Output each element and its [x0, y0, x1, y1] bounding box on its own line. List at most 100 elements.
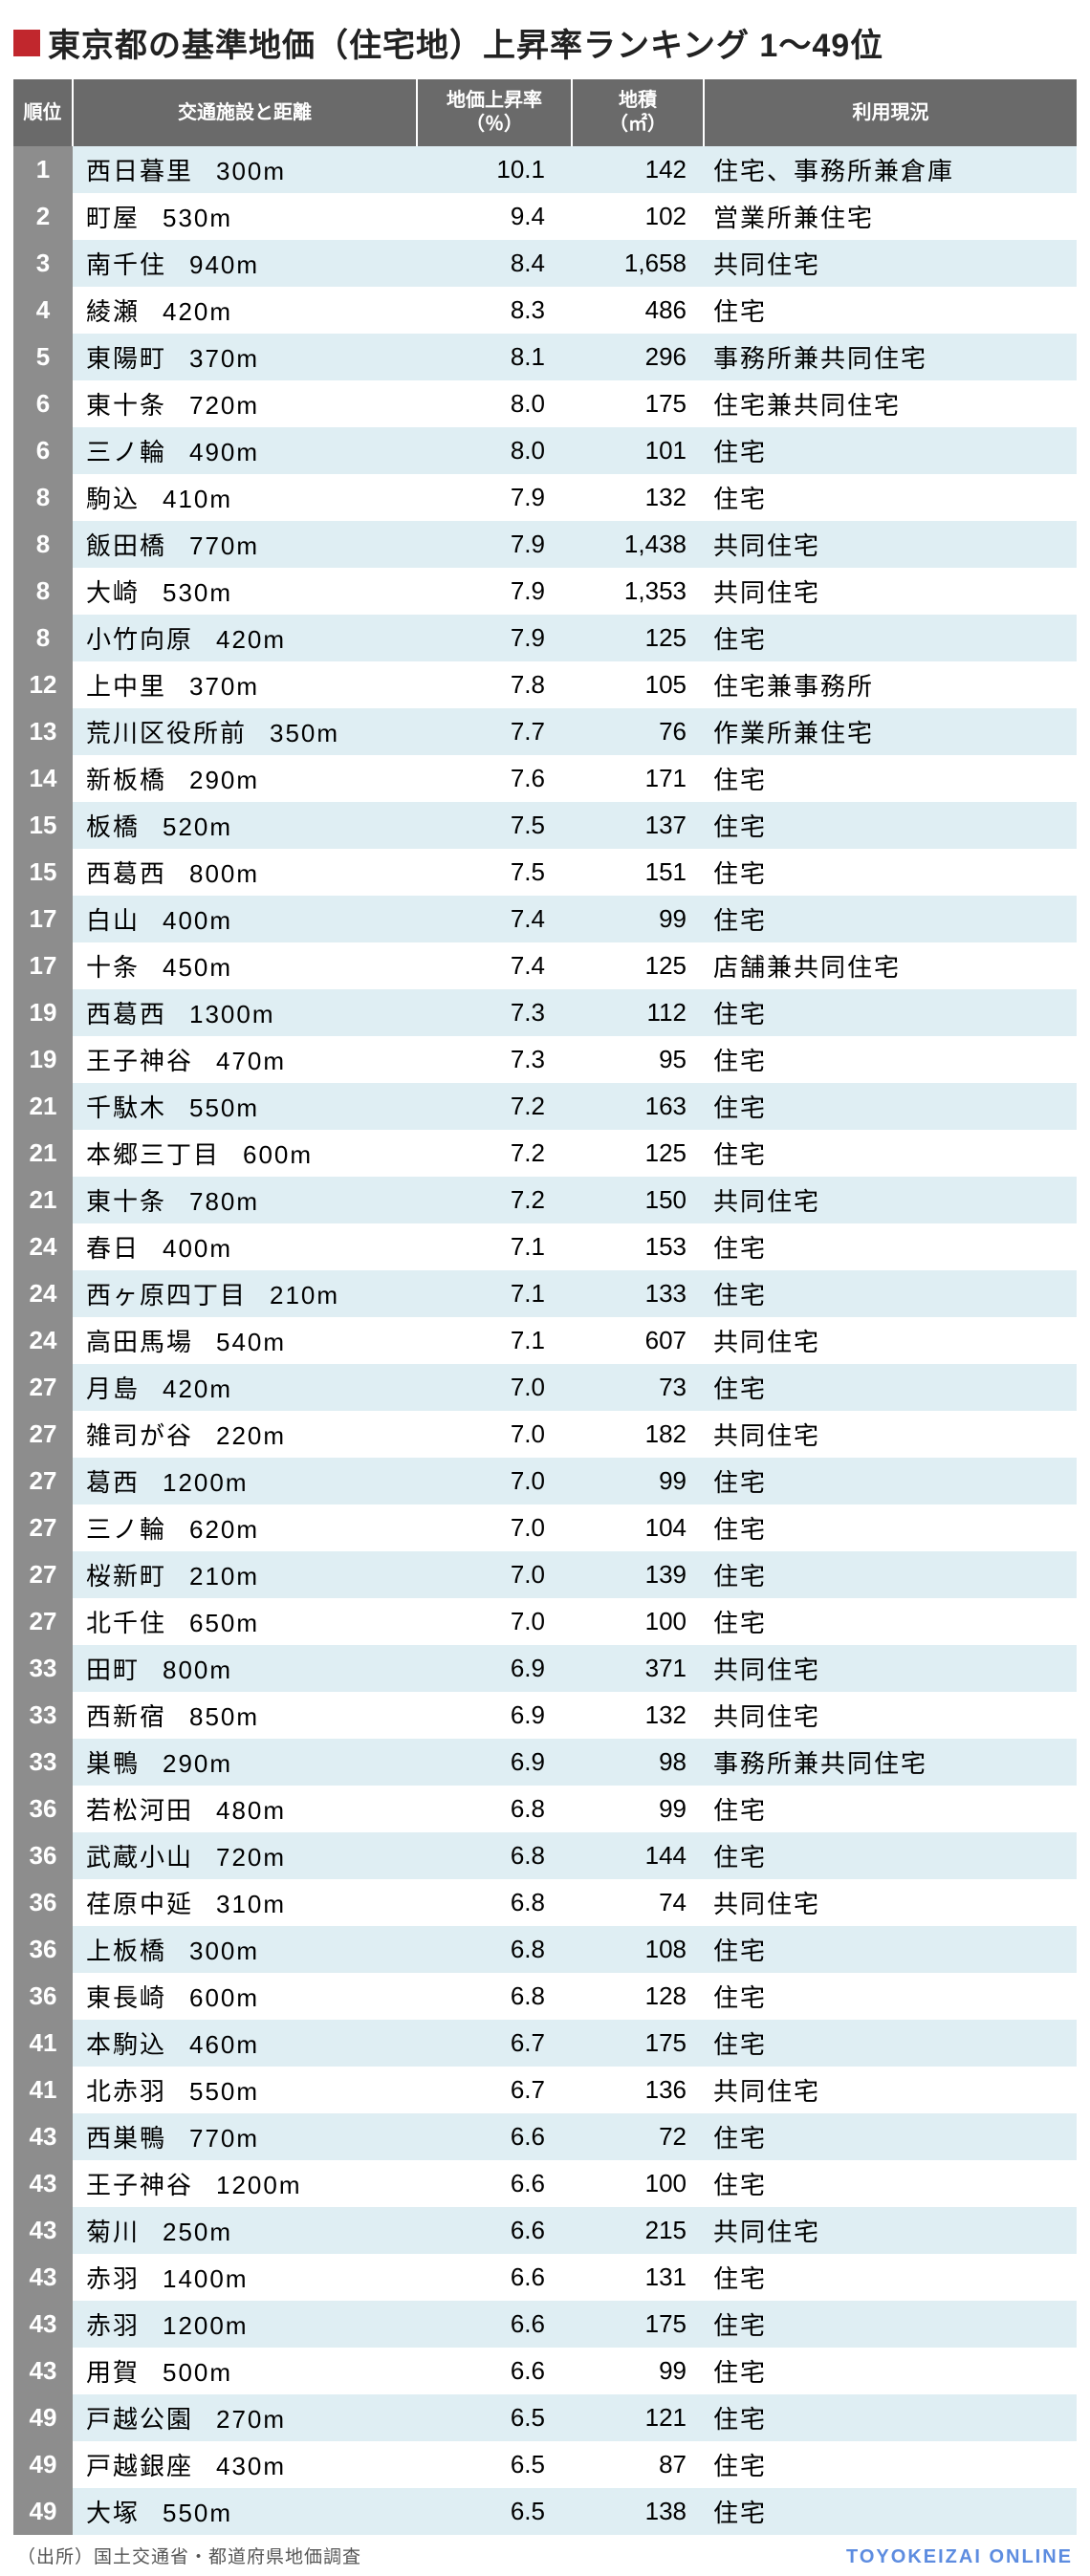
- cell-use: 住宅: [704, 1036, 1077, 1083]
- cell-rank: 8: [13, 474, 73, 521]
- cell-rank: 24: [13, 1317, 73, 1364]
- cell-use: 住宅: [704, 1926, 1077, 1973]
- cell-area: 1,658: [572, 240, 704, 287]
- cell-rate: 7.6: [417, 755, 572, 802]
- cell-use: 住宅: [704, 474, 1077, 521]
- cell-location: 東十条720m: [73, 380, 417, 427]
- cell-area: 99: [572, 896, 704, 942]
- cell-location: 赤羽 1400m: [73, 2254, 417, 2301]
- cell-area: 175: [572, 2020, 704, 2067]
- cell-rate: 6.7: [417, 2020, 572, 2067]
- cell-area: 132: [572, 1692, 704, 1739]
- cell-rank: 2: [13, 193, 73, 240]
- cell-location: 桜新町210m: [73, 1551, 417, 1598]
- location-name: 赤羽: [86, 2306, 140, 2342]
- cell-rate: 7.9: [417, 568, 572, 615]
- cell-use: 住宅: [704, 1458, 1077, 1504]
- location-distance: 1400m: [163, 2264, 249, 2294]
- cell-rank: 27: [13, 1411, 73, 1458]
- location-name: 東十条: [86, 1182, 166, 1218]
- cell-rank: 49: [13, 2394, 73, 2441]
- cell-rank: 8: [13, 615, 73, 661]
- cell-use: 住宅: [704, 2160, 1077, 2207]
- cell-location: 若松河田480m: [73, 1786, 417, 1832]
- cell-use: 共同住宅: [704, 240, 1077, 287]
- cell-rate: 7.5: [417, 849, 572, 896]
- cell-area: 1,438: [572, 521, 704, 568]
- table-row: 43菊川250m6.6215共同住宅: [13, 2207, 1077, 2254]
- table-row: 17十条450m7.4125店舗兼共同住宅: [13, 942, 1077, 989]
- cell-location: 荏原中延310m: [73, 1879, 417, 1926]
- location-name: 三ノ輪: [86, 433, 166, 468]
- table-row: 6東十条720m8.0175住宅兼共同住宅: [13, 380, 1077, 427]
- cell-rate: 8.0: [417, 380, 572, 427]
- cell-area: 215: [572, 2207, 704, 2254]
- cell-rate: 7.2: [417, 1130, 572, 1177]
- cell-location: 西ヶ原四丁目210m: [73, 1270, 417, 1317]
- table-row: 33西新宿850m6.9132共同住宅: [13, 1692, 1077, 1739]
- cell-use: 営業所兼住宅: [704, 193, 1077, 240]
- location-distance: 550m: [189, 2077, 259, 2107]
- cell-rate: 7.2: [417, 1177, 572, 1223]
- cell-use: 住宅兼事務所: [704, 661, 1077, 708]
- cell-location: 十条450m: [73, 942, 417, 989]
- title-marker-icon: [13, 30, 40, 56]
- table-row: 8大崎530m7.91,353共同住宅: [13, 568, 1077, 615]
- cell-location: 月島420m: [73, 1364, 417, 1411]
- table-row: 24西ヶ原四丁目210m7.1133住宅: [13, 1270, 1077, 1317]
- cell-use: 作業所兼住宅: [704, 708, 1077, 755]
- cell-rate: 7.4: [417, 896, 572, 942]
- cell-location: 田町800m: [73, 1645, 417, 1692]
- cell-rank: 3: [13, 240, 73, 287]
- table-row: 43西巣鴨770m6.672住宅: [13, 2113, 1077, 2160]
- cell-location: 王子神谷470m: [73, 1036, 417, 1083]
- cell-rate: 7.1: [417, 1223, 572, 1270]
- cell-rank: 21: [13, 1130, 73, 1177]
- cell-use: 共同住宅: [704, 1879, 1077, 1926]
- cell-use: 共同住宅: [704, 1692, 1077, 1739]
- cell-area: 125: [572, 942, 704, 989]
- location-distance: 720m: [189, 391, 259, 421]
- cell-use: 住宅: [704, 1551, 1077, 1598]
- cell-use: 共同住宅: [704, 1177, 1077, 1223]
- table-row: 14新板橋290m7.6171住宅: [13, 755, 1077, 802]
- cell-rank: 8: [13, 568, 73, 615]
- cell-location: 本郷三丁目600m: [73, 1130, 417, 1177]
- cell-use: 共同住宅: [704, 1317, 1077, 1364]
- cell-rank: 41: [13, 2020, 73, 2067]
- cell-rate: 6.5: [417, 2394, 572, 2441]
- location-name: 赤羽: [86, 2260, 140, 2295]
- location-distance: 210m: [270, 1281, 339, 1310]
- location-distance: 450m: [163, 953, 232, 983]
- cell-rank: 41: [13, 2067, 73, 2113]
- cell-location: 三ノ輪490m: [73, 427, 417, 474]
- location-name: 西巣鴨: [86, 2119, 166, 2154]
- cell-area: 175: [572, 380, 704, 427]
- header-area: 地積 （㎡）: [572, 79, 704, 146]
- cell-rate: 7.4: [417, 942, 572, 989]
- location-name: 月島: [86, 1370, 140, 1405]
- cell-rate: 6.6: [417, 2113, 572, 2160]
- cell-rate: 7.0: [417, 1598, 572, 1645]
- location-name: 三ノ輪: [86, 1510, 166, 1546]
- table-row: 43赤羽1400m6.6131住宅: [13, 2254, 1077, 2301]
- cell-rank: 36: [13, 1926, 73, 1973]
- location-distance: 600m: [243, 1140, 313, 1170]
- location-name: 巣鴨: [86, 1744, 140, 1780]
- cell-rate: 7.7: [417, 708, 572, 755]
- location-distance: 400m: [163, 1234, 232, 1264]
- location-name: 戸越銀座: [86, 2447, 193, 2482]
- location-distance: 400m: [163, 906, 232, 936]
- cell-use: 住宅: [704, 2394, 1077, 2441]
- cell-rank: 19: [13, 989, 73, 1036]
- table-row: 21千駄木550m7.2163住宅: [13, 1083, 1077, 1130]
- table-row: 27桜新町210m7.0139住宅: [13, 1551, 1077, 1598]
- cell-area: 87: [572, 2441, 704, 2488]
- location-distance: 300m: [216, 157, 286, 186]
- cell-rate: 6.6: [417, 2160, 572, 2207]
- cell-use: 住宅: [704, 989, 1077, 1036]
- cell-rate: 7.0: [417, 1551, 572, 1598]
- table-row: 27雑司が谷220m7.0182共同住宅: [13, 1411, 1077, 1458]
- location-name: 高田馬場: [86, 1323, 193, 1358]
- cell-area: 607: [572, 1317, 704, 1364]
